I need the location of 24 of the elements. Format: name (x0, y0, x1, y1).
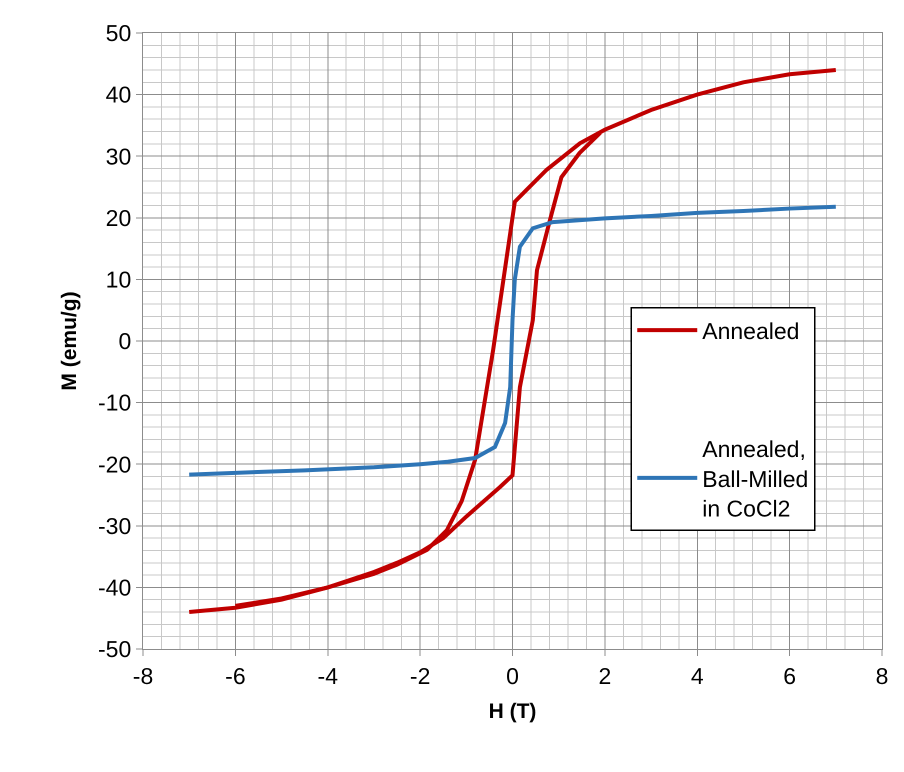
y-tick-label: 30 (106, 143, 132, 170)
y-tick-label: -50 (98, 636, 132, 662)
y-tick-label: 0 (118, 328, 132, 354)
legend-label: Annealed (702, 318, 800, 344)
y-tick-label: 40 (106, 82, 132, 108)
x-axis-title: H (T) (488, 700, 536, 723)
x-tick-label: 4 (690, 662, 704, 689)
x-tick-label: 2 (598, 662, 612, 689)
y-tick-label: -20 (98, 451, 132, 478)
y-tick-label: 50 (106, 20, 132, 46)
y-tick-label: -40 (98, 574, 132, 600)
x-tick-label: -4 (318, 662, 338, 689)
x-tick-label: -8 (132, 662, 154, 689)
y-axis-title: M (emu/g) (58, 291, 82, 391)
y-tick-label: -30 (98, 512, 132, 539)
x-tick-label: -2 (410, 662, 430, 689)
y-tick-label: 20 (106, 204, 132, 231)
y-tick-label: 10 (106, 266, 132, 292)
legend-label: Annealed, Ball-Milled in CoCl2 (702, 436, 808, 522)
x-tick-label: 8 (876, 662, 888, 689)
x-tick-label: 6 (783, 662, 796, 689)
y-tick-label: -10 (98, 390, 132, 416)
x-tick-label: 0 (506, 662, 519, 689)
x-tick-label: -6 (225, 662, 246, 689)
